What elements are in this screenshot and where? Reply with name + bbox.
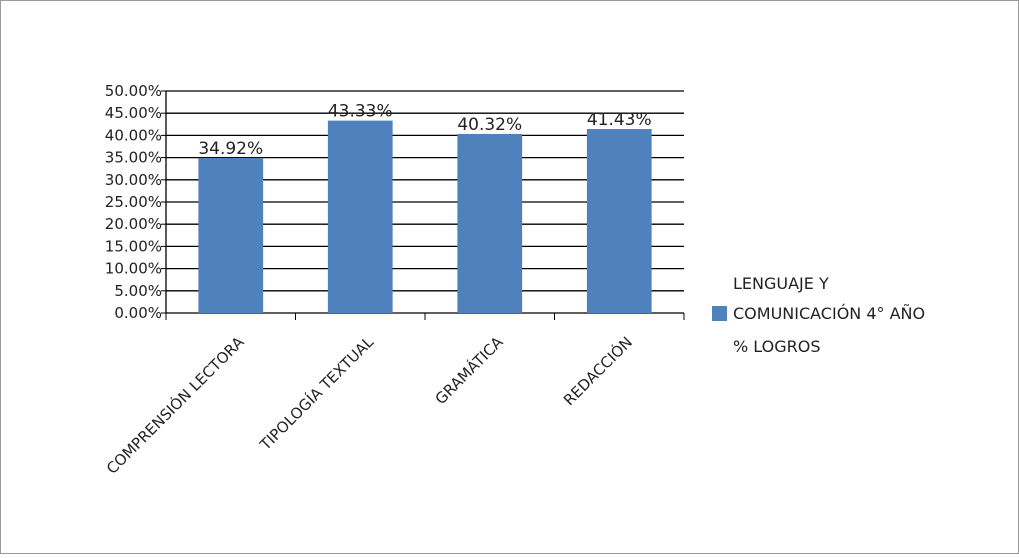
data-label: 34.92% xyxy=(198,139,263,159)
data-label: 41.43% xyxy=(587,110,652,130)
legend: LENGUAJE Y COMUNICACIÓN 4° AÑO % LOGROS xyxy=(712,274,925,356)
legend-text-line: COMUNICACIÓN 4° AÑO xyxy=(733,304,925,323)
legend-text-line: LENGUAJE Y xyxy=(733,274,829,293)
y-tick-label: 35.00% xyxy=(105,149,162,167)
y-tick-label: 10.00% xyxy=(105,260,162,278)
y-tick-label: 50.00% xyxy=(105,82,162,100)
y-tick-label: 20.00% xyxy=(105,215,162,233)
y-tick-labels: 0.00% 5.00% 10.00% 15.00% 20.00% 25.00% 30.00%… xyxy=(105,82,162,322)
bar xyxy=(327,120,393,313)
y-tick-label: 30.00% xyxy=(105,171,162,189)
y-tick-label: 0.00% xyxy=(114,304,162,322)
bar xyxy=(586,129,652,313)
bar xyxy=(198,157,264,313)
y-tick-label: 15.00% xyxy=(105,237,162,255)
data-labels: 34.92% 43.33% 40.32% 41.43% xyxy=(198,102,651,159)
data-label: 43.33% xyxy=(328,102,393,122)
data-label: 40.32% xyxy=(457,115,522,135)
y-tick-label: 45.00% xyxy=(105,104,162,122)
legend-swatch xyxy=(712,306,727,321)
bars xyxy=(198,120,652,313)
y-tick-label: 25.00% xyxy=(105,193,162,211)
y-tick-label: 40.00% xyxy=(105,126,162,144)
y-tick-label: 5.00% xyxy=(114,282,162,300)
bar xyxy=(457,133,523,313)
legend-text-line: % LOGROS xyxy=(733,337,821,356)
